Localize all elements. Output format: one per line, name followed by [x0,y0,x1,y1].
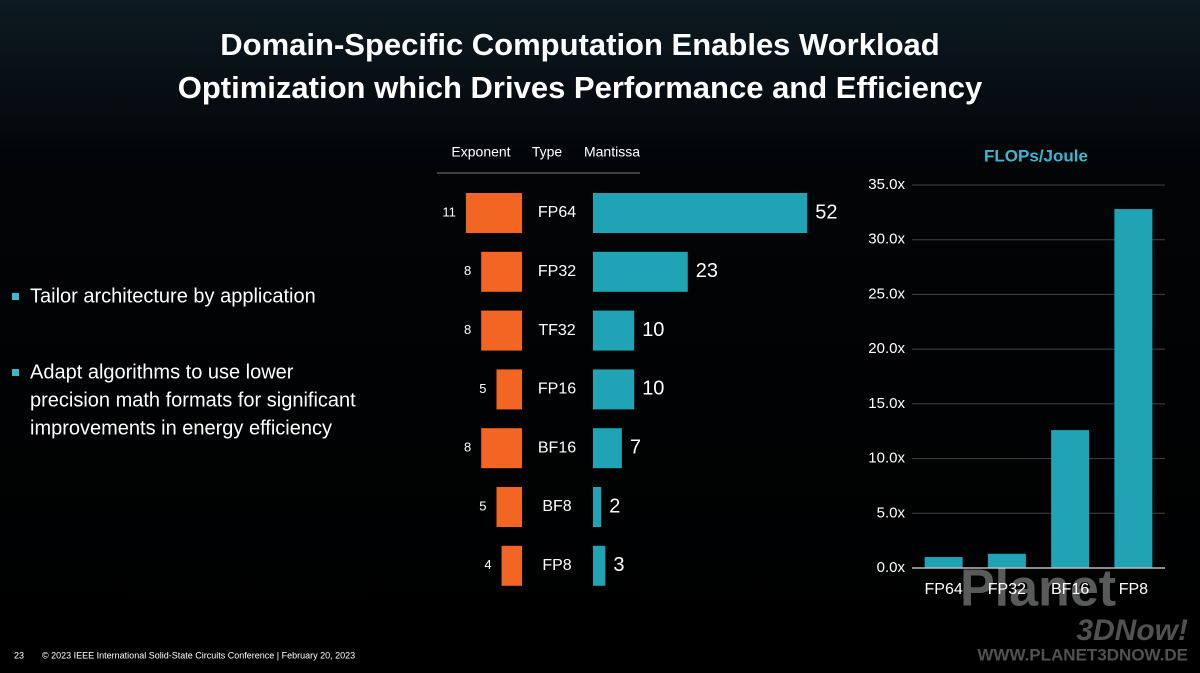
mantissa-bar [593,310,635,351]
x-tick-label: FP32 [988,581,1026,598]
bullet-marker [12,293,19,300]
mantissa-bar [593,545,606,586]
type-label: FP64 [538,204,576,221]
exponent-label: 4 [484,557,491,572]
exponent-label: 5 [479,498,486,513]
exponent-label: 8 [464,263,471,278]
type-label: TF32 [538,322,575,339]
exponent-bar [481,251,522,292]
mantissa-bar [593,428,622,469]
exponent-bar [496,369,522,410]
exponent-label: 5 [479,381,486,396]
exponent-bar [465,193,522,233]
y-tick-label: 35.0x [868,176,905,193]
column-header: Type [532,144,563,160]
bar [924,557,963,568]
x-tick-label: BF16 [1051,581,1089,598]
y-tick-label: 0.0x [877,559,906,576]
watermark: Planet [960,560,1116,618]
mantissa-label: 10 [642,319,664,341]
exponent-label: 8 [464,322,471,337]
bullet-text: precision math formats for significant [30,389,356,411]
mantissa-bar [593,487,602,527]
type-label: BF16 [538,439,576,456]
chart-title: FLOPs/Joule [984,146,1088,165]
mantissa-label: 52 [815,201,837,223]
type-label: FP16 [538,381,576,398]
bullet-marker [12,369,19,376]
mantissa-label: 7 [630,436,641,458]
y-tick-label: 25.0x [868,285,905,302]
column-header: Mantissa [584,144,640,160]
mantissa-bar [593,193,808,233]
y-tick-label: 10.0x [868,450,905,467]
exponent-bar [481,428,522,469]
footer-text: © 2023 IEEE International Solid-State Ci… [42,650,355,660]
exponent-label: 11 [442,204,456,219]
type-label: FP32 [538,263,576,280]
mantissa-bar [593,251,688,292]
bullet-text: Tailor architecture by application [30,285,316,307]
mantissa-label: 2 [609,495,620,517]
x-tick-label: FP64 [925,581,963,598]
y-tick-label: 5.0x [877,504,906,521]
exponent-bar [481,310,522,351]
y-tick-label: 20.0x [868,340,905,357]
bullet-text: improvements in energy efficiency [30,417,332,439]
type-label: BF8 [542,498,571,515]
exponent-bar [501,545,522,586]
mantissa-label: 3 [613,554,624,576]
exponent-bar [496,487,522,527]
mantissa-label: 10 [642,378,664,400]
slide-title: Optimization which Drives Performance an… [178,70,983,105]
y-tick-label: 15.0x [868,395,905,412]
bar [1114,209,1153,568]
column-header: Exponent [451,144,510,160]
watermark: WWW.PLANET3DNOW.DE [977,645,1188,664]
mantissa-bar [593,369,635,410]
bullet-text: Adapt algorithms to use lower [30,361,294,383]
mantissa-label: 23 [696,260,718,282]
slide-title: Domain-Specific Computation Enables Work… [220,27,939,62]
watermark: 3DNow! [1076,614,1188,647]
bar [1051,430,1090,568]
page-number: 23 [14,650,24,660]
x-tick-label: FP8 [1119,581,1148,598]
exponent-label: 8 [464,440,471,455]
type-label: FP8 [542,557,571,574]
bar [987,553,1026,568]
y-tick-label: 30.0x [868,231,905,248]
